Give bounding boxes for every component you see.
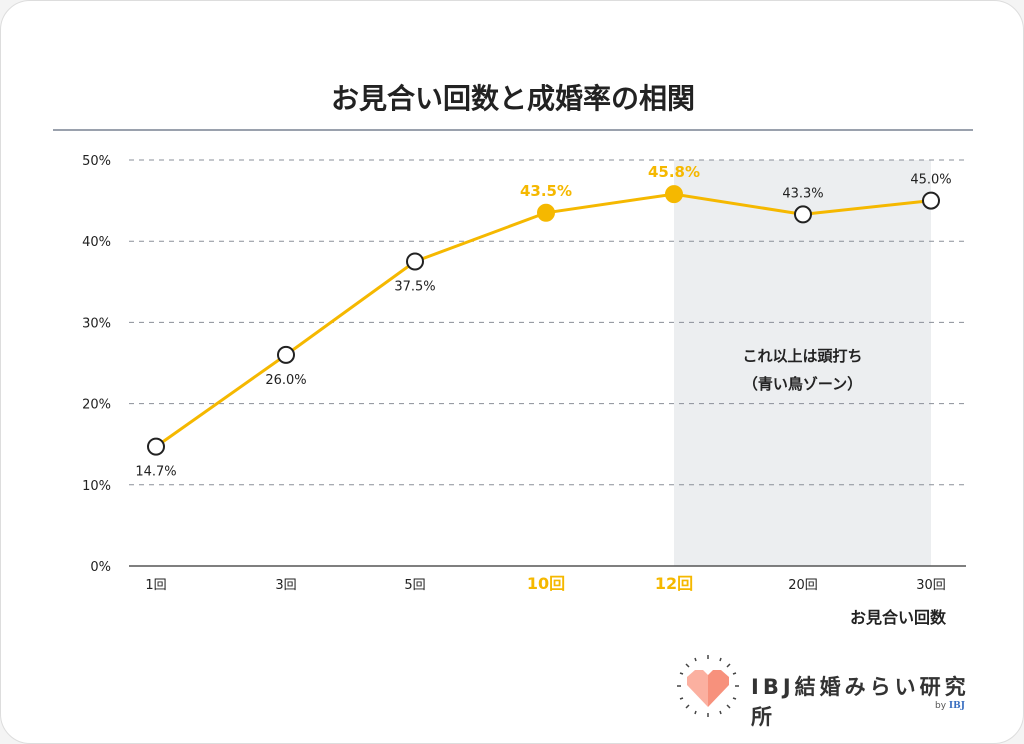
y-tick-label: 10% — [82, 479, 111, 494]
logo: IBJ結婚みらい研究所 by IBJ — [673, 651, 993, 729]
x-axis-title: お見合い回数 — [850, 608, 947, 627]
data-label: 45.0% — [910, 173, 951, 188]
y-tick-label: 30% — [82, 316, 111, 331]
data-label: 45.8% — [648, 163, 700, 181]
x-tick-label: 12回 — [655, 574, 693, 593]
x-tick-label: 1回 — [145, 578, 166, 593]
data-label: 43.5% — [520, 182, 572, 200]
data-point — [922, 191, 940, 210]
x-tick-label: 30回 — [916, 578, 946, 593]
data-label: 37.5% — [394, 280, 435, 295]
title-divider — [53, 129, 973, 131]
x-tick-label: 20回 — [788, 578, 818, 593]
zone-label-line2: （青い鳥ゾーン） — [743, 375, 862, 393]
data-label: 43.3% — [782, 186, 823, 201]
logo-by-text: by — [935, 701, 947, 711]
data-label: 14.7% — [135, 465, 176, 480]
data-point — [277, 345, 295, 364]
chart-title: お見合い回数と成婚率の相関 — [330, 82, 695, 115]
y-tick-label: 40% — [82, 235, 111, 250]
y-tick-label: 20% — [82, 398, 111, 413]
x-tick-label: 5回 — [404, 578, 425, 593]
y-tick-label: 0% — [90, 560, 111, 575]
logo-by: by IBJ — [935, 701, 965, 711]
x-tick-label: 10回 — [527, 574, 565, 593]
zone-label-line1: これ以上は頭打ち — [742, 347, 862, 365]
data-label: 26.0% — [265, 373, 306, 388]
data-point — [665, 185, 683, 204]
y-tick-label: 50% — [82, 154, 111, 169]
logo-brand: IBJ — [948, 701, 965, 711]
heart-logo-icon — [677, 655, 739, 717]
data-point — [147, 437, 165, 456]
data-point — [537, 203, 555, 222]
shaded-zone — [674, 160, 931, 566]
data-point — [406, 252, 424, 271]
data-point — [794, 205, 812, 224]
x-tick-label: 3回 — [275, 578, 296, 593]
logo-text: IBJ結婚みらい研究所 — [751, 675, 970, 729]
